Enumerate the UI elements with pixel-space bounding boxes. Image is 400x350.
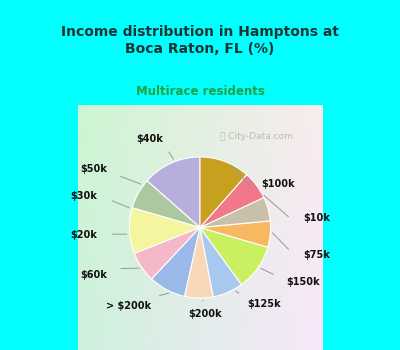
Wedge shape <box>200 175 264 228</box>
Wedge shape <box>200 157 247 228</box>
Wedge shape <box>200 228 268 285</box>
Text: $60k: $60k <box>80 270 107 280</box>
Text: $100k: $100k <box>261 180 294 189</box>
Text: Multirace residents: Multirace residents <box>136 85 264 98</box>
Text: $75k: $75k <box>303 250 330 260</box>
Wedge shape <box>132 181 200 228</box>
Text: $30k: $30k <box>70 191 97 201</box>
Wedge shape <box>134 228 200 279</box>
Text: ⓘ City-Data.com: ⓘ City-Data.com <box>220 132 293 141</box>
Text: $20k: $20k <box>70 230 97 240</box>
Wedge shape <box>200 221 270 247</box>
Text: $125k: $125k <box>247 299 281 309</box>
Text: $10k: $10k <box>303 213 330 223</box>
Wedge shape <box>147 157 200 228</box>
Wedge shape <box>185 228 213 298</box>
Text: $200k: $200k <box>188 309 222 319</box>
Wedge shape <box>200 197 270 228</box>
Text: $40k: $40k <box>136 134 163 144</box>
Text: $50k: $50k <box>80 164 107 174</box>
Text: > $200k: > $200k <box>106 301 151 311</box>
Wedge shape <box>152 228 200 296</box>
Wedge shape <box>200 228 242 297</box>
Text: Income distribution in Hamptons at
Boca Raton, FL (%): Income distribution in Hamptons at Boca … <box>61 25 339 56</box>
Wedge shape <box>130 208 200 253</box>
Text: $150k: $150k <box>286 278 320 287</box>
